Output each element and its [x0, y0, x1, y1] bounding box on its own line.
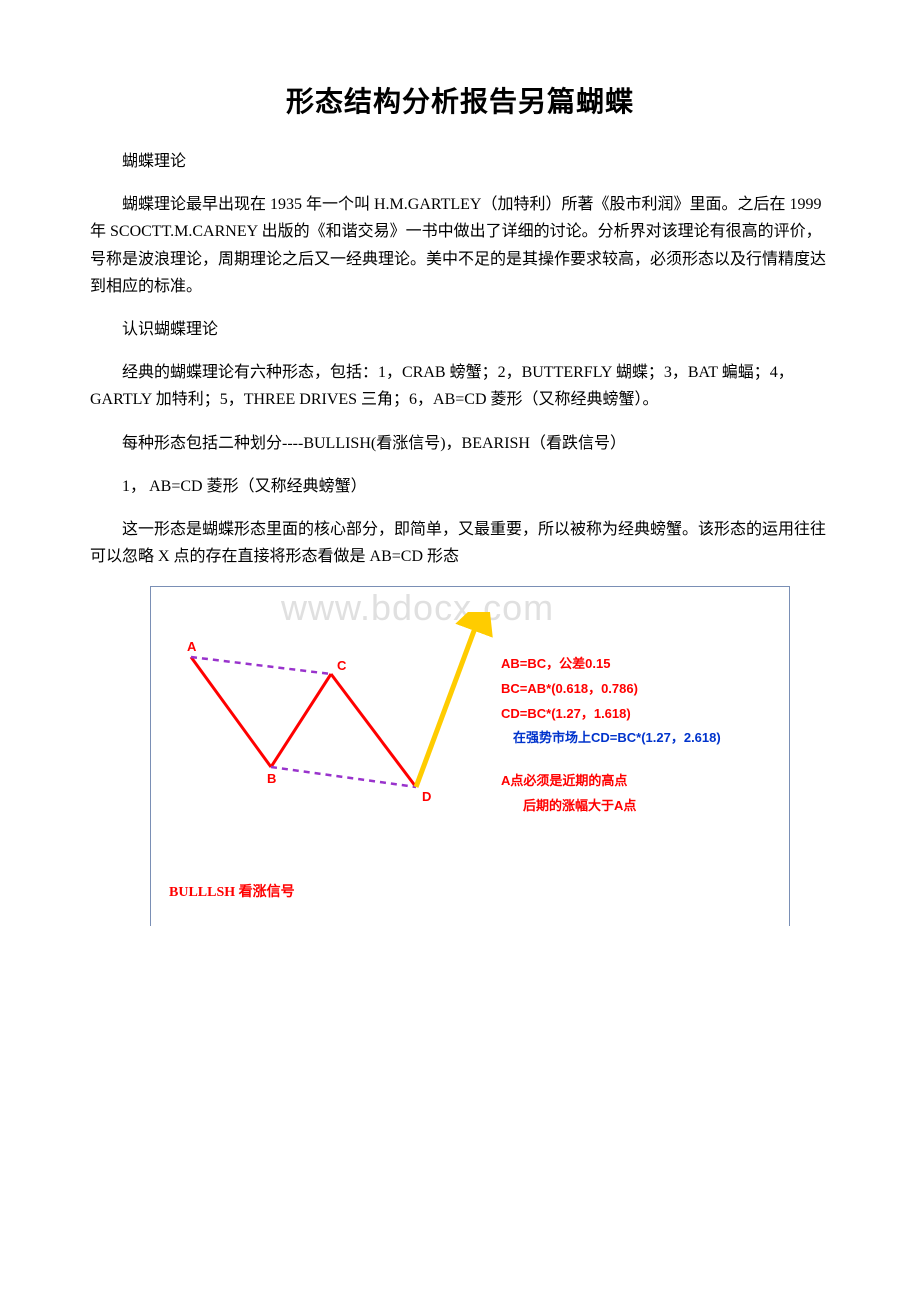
abcd-pattern-chart [161, 612, 521, 832]
diagram-container: www.bdocx.com A B C D AB=BC，公差0.15 BC=AB… [150, 586, 790, 926]
formula-block: AB=BC，公差0.15 BC=AB*(0.618，0.786) CD=BC*(… [501, 652, 721, 818]
para-pattern-desc: 这一形态是蝴蝶形态里面的核心部分，即简单，又最重要，所以被称为经典螃蟹。该形态的… [90, 516, 830, 570]
section1-heading: 蝴蝶理论 [90, 148, 830, 175]
line-bc [271, 674, 331, 767]
formula-line4: 在强势市场上CD=BC*(1.27，2.618) [501, 726, 721, 751]
dash-ac [191, 657, 331, 674]
page-title: 形态结构分析报告另篇蝴蝶 [90, 80, 830, 120]
point-label-a: A [187, 639, 196, 654]
formula-line2: BC=AB*(0.618，0.786) [501, 677, 721, 702]
section1-body: 蝴蝶理论最早出现在 1935 年一个叫 H.M.GARTLEY（加特利）所著《股… [90, 191, 830, 300]
formula-line1: AB=BC，公差0.15 [501, 652, 721, 677]
line-cd [331, 674, 416, 787]
section2-heading: 认识蝴蝶理论 [90, 316, 830, 343]
para-signal-types: 每种形态包括二种划分----BULLISH(看涨信号)，BEARISH（看跌信号… [90, 430, 830, 457]
line-ab [191, 657, 271, 767]
formula-line3: CD=BC*(1.27，1.618) [501, 702, 721, 727]
point-label-d: D [422, 789, 431, 804]
para-pattern-name: 1， AB=CD 菱形（又称经典螃蟹） [90, 473, 830, 500]
point-label-c: C [337, 658, 346, 673]
section2-body: 经典的蝴蝶理论有六种形态，包括：1，CRAB 螃蟹；2，BUTTERFLY 蝴蝶… [90, 359, 830, 413]
dash-bd [271, 767, 416, 787]
point-label-b: B [267, 771, 276, 786]
bullish-text: BULLLSH 看涨信号 [169, 885, 295, 900]
formula-line5: A点必须是近期的高点 [501, 769, 721, 794]
formula-line6: 后期的涨幅大于A点 [501, 794, 721, 819]
arrow-up [416, 612, 481, 787]
bullish-signal-label: BULLLSH 看涨信号 [169, 881, 295, 901]
